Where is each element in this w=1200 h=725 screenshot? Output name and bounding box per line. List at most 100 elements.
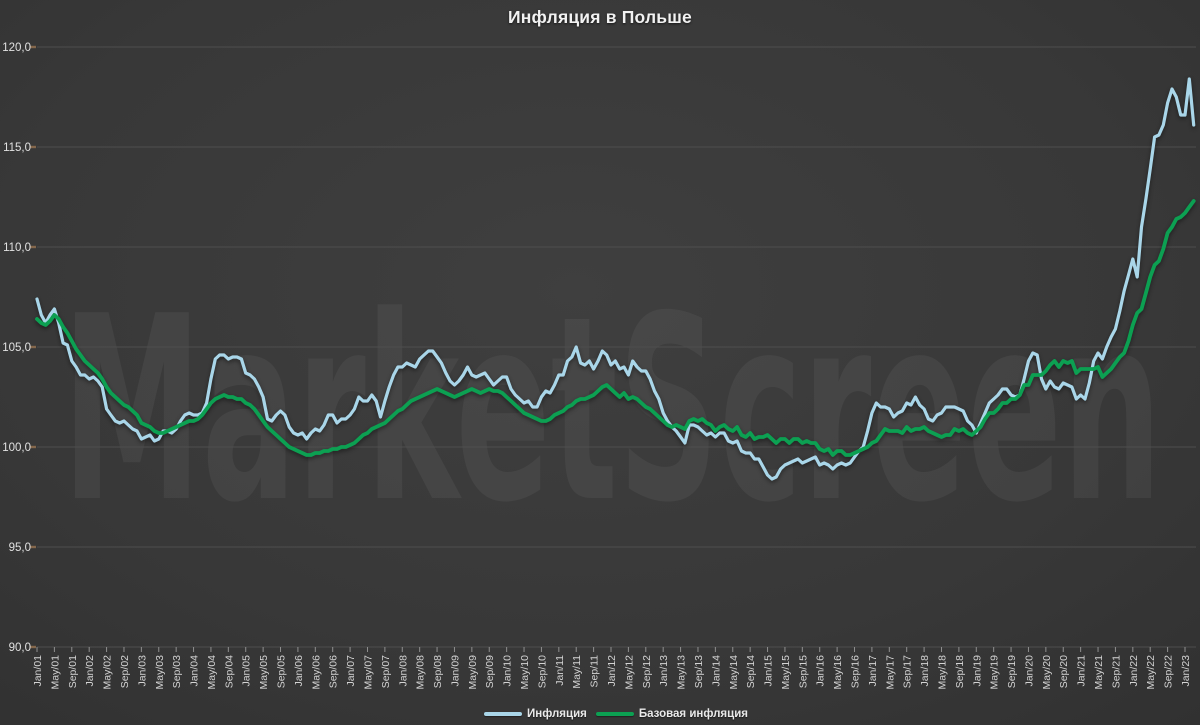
x-axis-label: Jan/02 — [84, 655, 96, 687]
x-axis-label: May/22 — [1145, 655, 1157, 690]
x-axis-label: Jan/10 — [502, 655, 514, 687]
x-axis-label: May/03 — [154, 655, 166, 690]
watermark: MarketScreen — [62, 262, 1162, 559]
x-axis-label: Jan/14 — [710, 655, 722, 687]
y-axis-labels: 90,0 95,0 100,0 105,0 110,0 115,0 120,0 — [2, 42, 31, 654]
x-axis-label: Sep/13 — [693, 655, 705, 688]
x-axis-label: Sep/21 — [1110, 655, 1122, 688]
x-axis-label: Sep/05 — [276, 655, 288, 688]
x-axis-label: Sep/06 — [328, 655, 340, 688]
y-axis-tick — [30, 545, 36, 549]
x-axis-label: Jan/16 — [815, 655, 827, 687]
core-inflation-line — [35, 199, 1196, 457]
x-axis-label: May/21 — [1093, 655, 1105, 690]
x-axis-label: May/10 — [519, 655, 531, 690]
x-axis-label: Sep/15 — [797, 655, 809, 688]
x-axis-label: May/18 — [936, 655, 948, 690]
x-axis-label: Sep/02 — [119, 655, 131, 688]
x-axis-label: Sep/10 — [536, 655, 548, 688]
x-axis-labels: Jan/01 May/01 Sep/01 Jan/02 May/02 Sep/02 Jan/… — [32, 655, 1192, 690]
x-axis-label: Jan/21 — [1076, 655, 1088, 687]
x-axis-label: Jan/04 — [189, 655, 201, 687]
y-axis-tick — [30, 145, 36, 149]
legend-label-inflation: Инфляция — [527, 708, 587, 720]
x-axis-label: May/09 — [467, 655, 479, 690]
x-axis-label: May/20 — [1041, 655, 1053, 690]
y-axis-label: 110,0 — [3, 242, 31, 254]
y-axis-tick — [30, 45, 36, 49]
x-axis-label: Jan/18 — [919, 655, 931, 687]
y-axis-label: 120,0 — [2, 42, 31, 54]
x-axis-label: Sep/07 — [380, 655, 392, 688]
series-lines — [35, 77, 1196, 481]
x-axis-label: Jan/09 — [449, 655, 461, 687]
x-axis-label: Sep/19 — [1006, 655, 1018, 688]
x-axis-label: Jan/08 — [397, 655, 409, 687]
y-axis-label: 115,0 — [3, 142, 31, 154]
x-axis-label: May/19 — [989, 655, 1001, 690]
chart-title: Инфляция в Польше — [508, 7, 692, 27]
inflation-line-swatch — [484, 711, 522, 717]
x-axis-label: Jan/03 — [136, 655, 148, 687]
inflation-line — [35, 77, 1196, 481]
y-axis-label: 95,0 — [9, 542, 31, 554]
legend-label-core-inflation: Базовая инфляция — [638, 708, 748, 720]
x-axis-label: May/15 — [780, 655, 792, 690]
y-axis-tick — [30, 645, 36, 649]
x-axis-label: May/17 — [884, 655, 896, 690]
x-axis-label: Jan/06 — [293, 655, 305, 687]
gridlines — [37, 46, 1196, 648]
legend-item-inflation: Инфляция — [484, 708, 587, 720]
x-axis-label: Sep/16 — [850, 655, 862, 688]
x-axis-label: Jan/13 — [658, 655, 670, 687]
x-axis-label: Jan/22 — [1128, 655, 1140, 687]
x-axis-label: May/14 — [728, 655, 740, 690]
y-axis-tick — [30, 345, 36, 349]
x-axis-label: Jan/12 — [606, 655, 618, 687]
x-axis-label: Sep/17 — [902, 655, 914, 688]
x-axis-label: Jan/15 — [763, 655, 775, 687]
x-axis-label: May/01 — [49, 655, 61, 690]
x-axis-label: May/16 — [832, 655, 844, 690]
x-axis-label: May/11 — [571, 655, 583, 689]
x-axis-label: Sep/09 — [484, 655, 496, 688]
y-axis-tick — [30, 245, 36, 249]
x-axis-label: Jan/17 — [867, 655, 879, 687]
x-axis-label: Sep/20 — [1058, 655, 1070, 688]
y-axis-tick — [30, 445, 36, 449]
y-axis-label: 105,0 — [2, 342, 31, 354]
x-axis-label: Sep/03 — [171, 655, 183, 688]
x-axis-label: Sep/08 — [432, 655, 444, 688]
legend: Инфляция Базовая инфляция — [37, 708, 1195, 720]
x-axis-label: Jan/07 — [345, 655, 357, 687]
x-axis-label: Sep/22 — [1163, 655, 1175, 688]
x-axis-label: May/08 — [415, 655, 427, 690]
x-axis-label: Sep/14 — [745, 655, 757, 688]
x-axis-label: Jan/19 — [971, 655, 983, 687]
legend-item-core-inflation: Базовая инфляция — [595, 708, 748, 720]
x-axis-label: May/02 — [102, 655, 114, 690]
x-axis-label: Jan/05 — [241, 655, 253, 687]
x-axis-label: May/13 — [676, 655, 688, 690]
x-axis-label: Jan/20 — [1023, 655, 1035, 687]
x-axis-label: Sep/01 — [67, 655, 79, 688]
x-axis-label: May/06 — [310, 655, 322, 690]
x-axis-label: Jan/23 — [1180, 655, 1192, 687]
x-axis-label: May/07 — [362, 655, 374, 690]
x-axis-label: Sep/18 — [954, 655, 966, 688]
y-axis-label: 90,0 — [9, 642, 31, 654]
x-axis-label: May/05 — [258, 655, 270, 690]
x-axis-label: Jan/01 — [32, 655, 44, 687]
y-axis-ticks — [30, 45, 36, 649]
core-inflation-line-swatch — [595, 711, 634, 717]
x-axis-label: Sep/11 — [589, 655, 601, 688]
y-axis-label: 100,0 — [2, 442, 31, 454]
x-axis-ticks — [36, 647, 1186, 652]
x-axis-label: Jan/11 — [554, 655, 566, 686]
x-axis-label: Sep/04 — [223, 655, 235, 688]
x-axis-label: Sep/12 — [641, 655, 653, 688]
x-axis-label: May/04 — [206, 655, 218, 690]
x-axis-label: May/12 — [623, 655, 635, 690]
